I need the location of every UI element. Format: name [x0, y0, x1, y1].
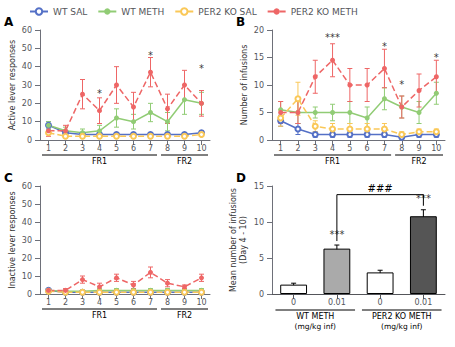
- svg-text:PER2 KO SAL: PER2 KO SAL: [198, 7, 256, 17]
- svg-text:40: 40: [22, 62, 32, 71]
- svg-text:(mg/kg inf): (mg/kg inf): [295, 322, 336, 331]
- svg-text:###: ###: [368, 183, 393, 194]
- svg-text:FR2: FR2: [177, 157, 192, 166]
- svg-text:***: ***: [329, 229, 344, 240]
- svg-text:FR2: FR2: [177, 311, 192, 320]
- svg-text:10: 10: [22, 117, 32, 126]
- svg-text:20: 20: [22, 99, 32, 108]
- svg-text:3: 3: [313, 144, 318, 153]
- svg-text:WT METH: WT METH: [296, 312, 334, 321]
- svg-text:*: *: [399, 79, 404, 90]
- svg-text:0: 0: [27, 290, 32, 299]
- svg-text:2: 2: [63, 144, 68, 153]
- svg-text:8: 8: [165, 144, 170, 153]
- svg-text:10: 10: [254, 81, 264, 90]
- svg-text:C: C: [4, 171, 13, 185]
- svg-text:FR1: FR1: [92, 157, 107, 166]
- svg-text:0: 0: [378, 298, 383, 307]
- svg-text:3: 3: [80, 298, 85, 307]
- svg-text:(mg/kg inf): (mg/kg inf): [381, 322, 422, 331]
- svg-text:5: 5: [114, 298, 119, 307]
- svg-text:9: 9: [417, 144, 422, 153]
- svg-text:WT METH: WT METH: [121, 7, 164, 17]
- svg-text:9: 9: [182, 144, 187, 153]
- svg-text:0.01: 0.01: [414, 298, 432, 307]
- svg-text:(Day 4 - 10): (Day 4 - 10): [239, 216, 248, 264]
- svg-text:WT SAL: WT SAL: [53, 7, 87, 17]
- svg-text:PER2 KO METH: PER2 KO METH: [372, 312, 432, 321]
- svg-text:30: 30: [22, 236, 32, 245]
- svg-text:6: 6: [365, 144, 370, 153]
- svg-text:4: 4: [97, 298, 102, 307]
- svg-text:FR2: FR2: [411, 157, 426, 166]
- svg-text:10: 10: [196, 298, 206, 307]
- svg-text:15: 15: [254, 53, 264, 62]
- svg-text:*: *: [97, 88, 102, 99]
- svg-text:0: 0: [259, 136, 264, 145]
- svg-text:Active lever responses: Active lever responses: [8, 40, 17, 130]
- svg-text:B: B: [236, 15, 245, 29]
- svg-text:5: 5: [347, 144, 352, 153]
- svg-text:7: 7: [148, 298, 153, 307]
- svg-text:1: 1: [278, 144, 283, 153]
- svg-text:50: 50: [22, 200, 32, 209]
- svg-text:6: 6: [131, 144, 136, 153]
- svg-text:3: 3: [80, 144, 85, 153]
- svg-text:2: 2: [63, 298, 68, 307]
- svg-text:20: 20: [22, 254, 32, 263]
- svg-text:0: 0: [27, 136, 32, 145]
- svg-text:*: *: [382, 41, 387, 52]
- svg-text:30: 30: [22, 81, 32, 90]
- svg-text:1: 1: [46, 144, 51, 153]
- svg-text:2: 2: [295, 144, 300, 153]
- svg-text:*: *: [148, 50, 153, 61]
- svg-text:D: D: [236, 171, 246, 185]
- svg-text:60: 60: [22, 26, 32, 35]
- svg-text:50: 50: [22, 44, 32, 53]
- svg-text:10: 10: [431, 144, 441, 153]
- svg-text:4: 4: [330, 144, 335, 153]
- svg-text:FR1: FR1: [325, 157, 340, 166]
- svg-text:5: 5: [259, 254, 264, 263]
- svg-text:Mean number of infusions: Mean number of infusions: [229, 188, 238, 292]
- svg-text:PER2 KO METH: PER2 KO METH: [291, 7, 358, 17]
- svg-text:FR1: FR1: [92, 311, 107, 320]
- svg-text:10: 10: [196, 144, 206, 153]
- svg-text:5: 5: [259, 108, 264, 117]
- svg-text:***: ***: [416, 193, 431, 204]
- svg-text:1: 1: [46, 298, 51, 307]
- svg-text:4: 4: [97, 144, 102, 153]
- svg-text:60: 60: [22, 182, 32, 191]
- svg-text:0: 0: [259, 290, 264, 299]
- svg-text:Inactive lever responses: Inactive lever responses: [8, 191, 17, 288]
- svg-text:***: ***: [325, 32, 340, 43]
- svg-text:A: A: [4, 15, 14, 29]
- svg-text:10: 10: [22, 272, 32, 281]
- svg-text:7: 7: [148, 144, 153, 153]
- svg-text:0.01: 0.01: [328, 298, 346, 307]
- svg-text:Number of infusions: Number of infusions: [240, 45, 249, 126]
- svg-text:9: 9: [182, 298, 187, 307]
- svg-text:8: 8: [399, 144, 404, 153]
- svg-text:10: 10: [254, 218, 264, 227]
- svg-text:0: 0: [291, 298, 296, 307]
- svg-text:20: 20: [254, 26, 264, 35]
- svg-text:6: 6: [131, 298, 136, 307]
- svg-text:*: *: [434, 52, 439, 63]
- svg-text:15: 15: [254, 182, 264, 191]
- svg-text:*: *: [199, 63, 204, 74]
- svg-text:40: 40: [22, 218, 32, 227]
- svg-text:5: 5: [114, 144, 119, 153]
- svg-text:8: 8: [165, 298, 170, 307]
- svg-text:7: 7: [382, 144, 387, 153]
